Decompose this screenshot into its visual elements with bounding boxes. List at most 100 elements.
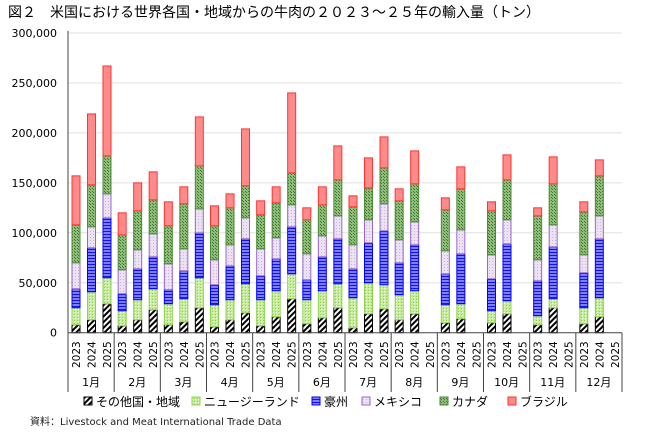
legend-label: ニュージーランド [204, 395, 300, 409]
bar-segment [102, 303, 112, 334]
bar-segment [548, 183, 558, 226]
bar-segment [210, 259, 219, 286]
bar-segment [163, 324, 173, 334]
bar-segment [410, 150, 420, 185]
bar-segment [487, 278, 496, 312]
bar-segment [133, 268, 143, 301]
bar-segment [287, 204, 297, 228]
bar-segment [440, 304, 450, 324]
bar-segment [317, 256, 327, 292]
bar-segment [133, 182, 143, 212]
bar-segment [148, 288, 158, 311]
bar-segment [241, 312, 250, 334]
bar-segment [348, 206, 358, 246]
bar-segment [487, 210, 496, 256]
month-label: 11月 [540, 376, 565, 389]
bar-segment [379, 308, 389, 334]
bar-segment [102, 277, 112, 305]
year-tick-label: 2023 [348, 341, 360, 368]
bar-segment [117, 325, 127, 334]
bar-segment [302, 207, 312, 221]
bar-segment [364, 282, 373, 315]
bar-segment [317, 204, 327, 237]
bar-segment [533, 324, 543, 334]
bar-segment [133, 319, 143, 334]
month-label: 7月 [359, 376, 377, 389]
bar-segment [210, 284, 219, 306]
legend-label: ブラジル [520, 394, 568, 409]
bar-segment [348, 297, 358, 329]
bar-segment [225, 244, 235, 267]
bar-segment [256, 248, 266, 277]
bar-segment [163, 201, 173, 227]
bar-segment [179, 203, 189, 250]
bar-segment [302, 219, 312, 255]
y-tick-label: 100,000 [12, 227, 58, 240]
bar-segment [256, 275, 266, 301]
bar-segment [271, 316, 281, 334]
bar-segment [194, 116, 204, 167]
bar-segment [241, 238, 250, 285]
bar-segment [148, 199, 158, 235]
legend-swatch [439, 396, 449, 406]
year-tick-label: 2024 [364, 341, 376, 368]
bar-segment [241, 128, 250, 187]
year-tick-label: 2024 [548, 341, 560, 368]
bar-segment [194, 277, 204, 309]
y-tick-label: 150,000 [12, 177, 58, 190]
bar-segment [256, 299, 266, 327]
bar-segment [594, 215, 604, 240]
bar-segment [210, 326, 219, 334]
bar-segment [579, 211, 589, 256]
bar-segment [71, 324, 81, 334]
year-tick-label: 2024 [410, 341, 422, 368]
bar-segment [456, 253, 466, 305]
source-note: 資料：Livestock and Meat International Trad… [30, 415, 282, 428]
year-tick-label: 2023 [533, 341, 545, 368]
bar-segment [241, 185, 250, 219]
legend-swatch [311, 396, 321, 406]
bar-segment [271, 258, 281, 292]
bar-segment [579, 272, 589, 309]
bar-segment [194, 232, 204, 279]
bar-segment [210, 304, 219, 328]
bar-segment [117, 293, 127, 312]
year-tick-label: 2025 [287, 341, 299, 368]
bar-segment [533, 215, 543, 261]
bar-segment [225, 193, 235, 209]
legend-label: 豪州 [324, 394, 348, 409]
month-label: 10月 [494, 376, 519, 389]
bar-segment [256, 214, 266, 250]
year-tick-label: 2025 [333, 341, 345, 368]
bar-segment [364, 242, 373, 284]
bar-segment [379, 203, 389, 232]
bar-segment [364, 187, 373, 221]
year-tick-label: 2025 [148, 341, 160, 368]
bar-segment [394, 188, 404, 202]
y-tick-label: 250,000 [12, 77, 58, 90]
month-label: 1月 [82, 376, 100, 389]
y-tick-label: 200,000 [12, 127, 58, 140]
bar-segment [210, 205, 219, 227]
month-label: 12月 [586, 376, 611, 389]
bar-segment [579, 323, 589, 334]
bar-segment [348, 327, 358, 334]
bar-segment [148, 171, 158, 201]
legend-item: 豪州 [311, 394, 348, 409]
bar-segment [333, 145, 343, 181]
bar-segment [271, 290, 281, 318]
bar-segment [410, 221, 420, 246]
year-tick-label: 2023 [579, 341, 591, 368]
bar-segment [194, 307, 204, 334]
bar-segment [302, 279, 312, 301]
bar-segment [594, 316, 604, 334]
legend-swatch [191, 396, 201, 406]
bar-segment [410, 313, 420, 334]
year-tick-label: 2023 [210, 341, 222, 368]
bar-segment [379, 167, 389, 205]
bar-segment [502, 243, 512, 302]
bar-segment [225, 207, 235, 246]
y-tick-label: 300,000 [12, 27, 58, 40]
bar-segment [394, 262, 404, 296]
